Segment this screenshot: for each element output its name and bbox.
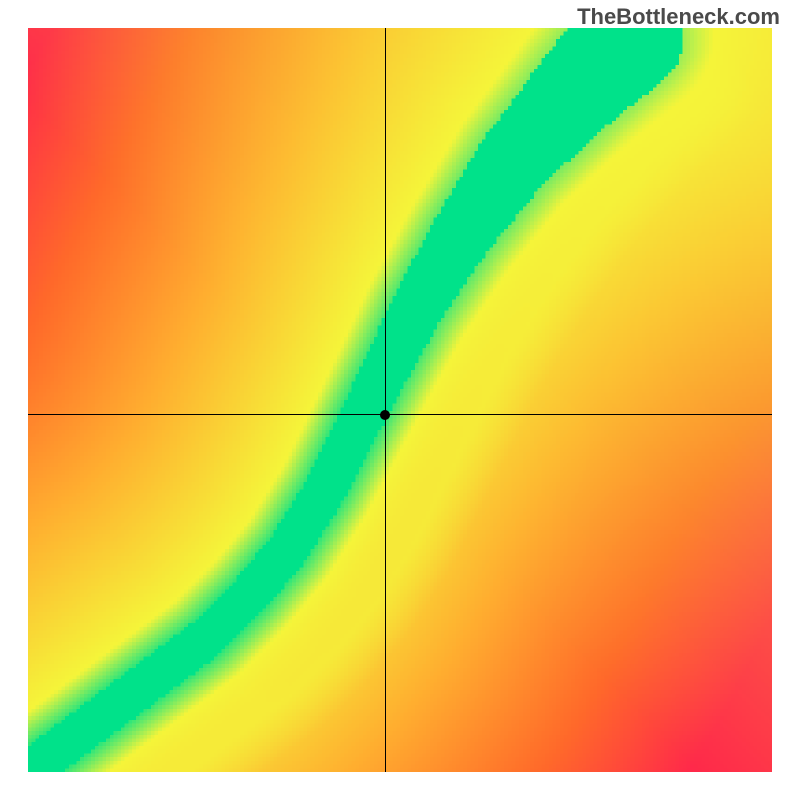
heatmap-canvas [28, 28, 772, 772]
chart-container: TheBottleneck.com [0, 0, 800, 800]
plot-area [28, 28, 772, 772]
marker-point [380, 410, 390, 420]
crosshair-vertical [385, 28, 386, 772]
crosshair-horizontal [28, 414, 772, 415]
watermark-text: TheBottleneck.com [577, 4, 780, 30]
